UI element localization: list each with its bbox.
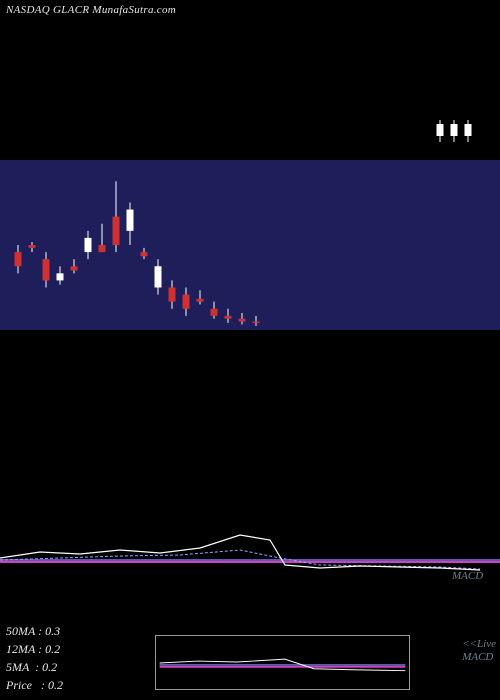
info-50ma: 50MA : 0.3 (6, 622, 63, 640)
ticker-label: NASDAQ GLACR MunafaSutra.com (6, 4, 176, 16)
info-12ma: 12MA : 0.2 (6, 640, 63, 658)
info-price: Price : 0.2 (6, 676, 63, 694)
macd-label: MACD (452, 570, 483, 582)
info-5ma: 5MA : 0.2 (6, 658, 63, 676)
candlestick-svg (0, 160, 500, 330)
live-macd-svg (156, 636, 409, 689)
live-macd-label: <<LiveMACD (462, 638, 496, 664)
macd-panel (0, 0, 500, 700)
chart-header: NASDAQ GLACR MunafaSutra.com (6, 4, 176, 16)
candlestick-panel (0, 160, 500, 330)
live-macd-box (155, 635, 410, 690)
info-box: 50MA : 0.3 12MA : 0.2 5MA : 0.2 Price : … (6, 622, 63, 694)
outlier-candles (0, 0, 500, 700)
